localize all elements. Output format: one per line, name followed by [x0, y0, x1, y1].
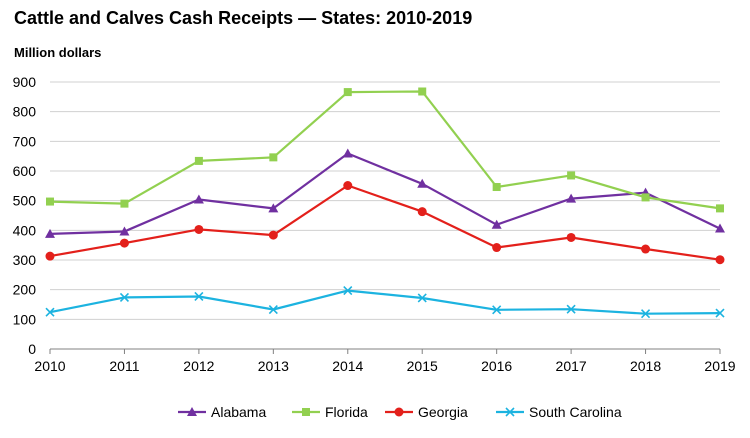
legend-marker: [302, 408, 310, 416]
x-tick-label: 2016: [481, 358, 512, 374]
data-point-georgia: [417, 207, 427, 217]
data-point-alabama: [193, 194, 204, 204]
data-point-alabama: [268, 203, 279, 213]
series-group: [45, 87, 725, 319]
x-tick-label: 2018: [630, 358, 661, 374]
series-line-alabama: [49, 152, 721, 235]
data-point-alabama: [119, 226, 130, 236]
data-point-florida: [269, 153, 278, 162]
data-point-south-carolina: [566, 304, 576, 314]
y-tick-label: 200: [13, 282, 37, 298]
x-tick-label: 2019: [704, 358, 735, 374]
data-point-alabama: [342, 148, 353, 158]
data-point-florida: [641, 193, 650, 202]
legend-marker: [394, 407, 404, 417]
data-point-florida: [716, 204, 724, 213]
legend-label: Alabama: [211, 404, 266, 420]
data-point-florida: [492, 183, 501, 192]
legend: Alabama Florida Georgia South Carolina: [178, 404, 622, 420]
series-florida: [46, 87, 724, 213]
x-tick-labels: 2010 2011 2012 2013 2014 2015 2016 2017 2018 2019: [34, 349, 736, 374]
y-tick-label: 300: [13, 252, 37, 268]
y-axis-label: Million dollars: [14, 45, 102, 60]
legend-item-georgia: Georgia: [385, 404, 468, 420]
series-line-florida: [49, 90, 721, 210]
x-tick-label: 2015: [407, 358, 438, 374]
data-point-georgia: [715, 255, 725, 265]
data-point-georgia: [641, 244, 651, 254]
y-tick-label: 900: [13, 74, 37, 90]
x-tick-label: 2014: [332, 358, 363, 374]
data-point-georgia: [343, 181, 353, 191]
legend-label: Florida: [325, 404, 368, 420]
data-point-georgia: [45, 251, 55, 261]
data-point-georgia: [268, 230, 278, 240]
legend-item-south-carolina: South Carolina: [496, 404, 622, 420]
x-tick-label: 2017: [556, 358, 587, 374]
data-point-georgia: [492, 243, 502, 253]
data-point-alabama: [417, 178, 428, 188]
data-point-south-carolina: [640, 309, 651, 319]
data-point-florida: [418, 87, 427, 96]
data-point-alabama: [45, 228, 55, 238]
series-georgia: [45, 181, 725, 265]
data-point-south-carolina: [45, 307, 55, 317]
data-point-georgia: [566, 232, 576, 242]
y-tick-label: 0: [28, 341, 36, 357]
data-point-florida: [120, 199, 129, 208]
y-tick-label: 500: [13, 193, 37, 209]
data-point-florida: [46, 197, 54, 206]
legend-label: Georgia: [418, 404, 468, 420]
x-tick-label: 2010: [34, 358, 65, 374]
y-tick-label: 700: [13, 133, 37, 149]
y-tick-label: 600: [13, 163, 37, 179]
data-point-south-carolina: [417, 293, 427, 303]
x-tick-label: 2011: [109, 358, 139, 374]
data-point-south-carolina: [119, 292, 130, 302]
y-tick-label: 100: [13, 311, 37, 327]
data-point-florida: [194, 156, 203, 165]
legend-marker: [187, 407, 197, 416]
data-point-south-carolina: [194, 291, 204, 302]
x-tick-label: 2013: [258, 358, 289, 374]
data-point-south-carolina: [343, 285, 353, 296]
data-point-georgia: [194, 224, 204, 234]
legend-label: South Carolina: [529, 404, 622, 420]
data-point-alabama: [566, 193, 577, 203]
legend-item-florida: Florida: [292, 404, 368, 420]
series-alabama: [45, 148, 725, 238]
data-point-south-carolina: [268, 304, 278, 315]
data-point-south-carolina: [715, 308, 725, 318]
data-point-georgia: [119, 238, 129, 248]
data-point-florida: [343, 88, 352, 97]
data-point-alabama: [491, 219, 502, 229]
data-point-florida: [567, 171, 576, 180]
legend-item-alabama: Alabama: [178, 404, 266, 420]
y-tick-label: 800: [13, 104, 37, 120]
data-point-alabama: [715, 223, 725, 233]
y-tick-label: 400: [13, 222, 37, 238]
legend-marker: [505, 407, 515, 417]
data-point-south-carolina: [492, 305, 502, 315]
series-line-georgia: [49, 184, 721, 261]
chart-title: Cattle and Calves Cash Receipts — States…: [14, 8, 473, 28]
gridlines: [50, 81, 720, 350]
x-tick-label: 2012: [183, 358, 214, 374]
series-south-carolina: [45, 285, 725, 319]
series-line-south-carolina: [49, 289, 721, 315]
y-tick-labels: 0 100 200 300 400 500 600 700 800 900: [13, 74, 37, 357]
